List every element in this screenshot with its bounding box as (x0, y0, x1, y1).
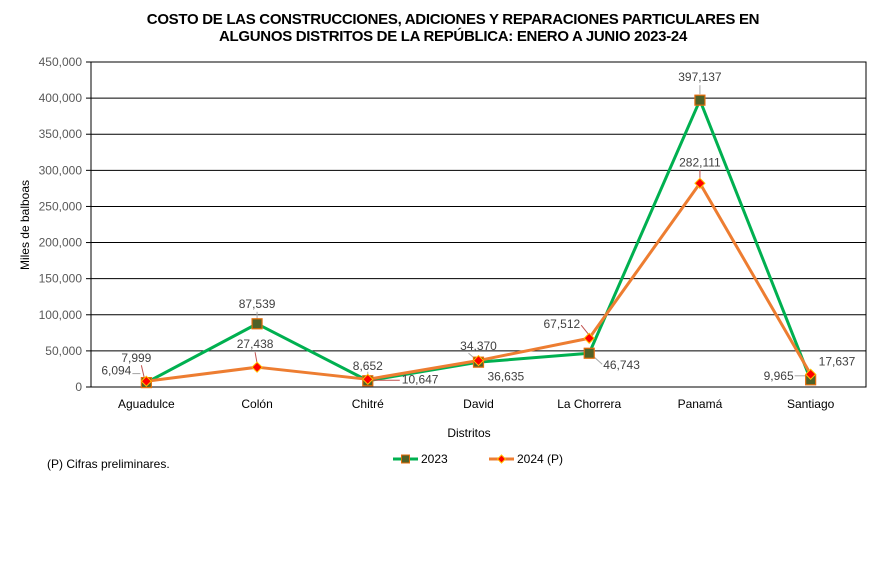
marker-2024-point (694, 177, 706, 189)
data-label-2023: 34,370 (460, 339, 497, 353)
label-leader-line (254, 352, 258, 364)
data-label-2024: 27,438 (237, 337, 274, 351)
chart-title-line-1: COSTO DE LAS CONSTRUCCIONES, ADICIONES Y… (146, 11, 760, 28)
legend: 2023 2024 (P) (393, 452, 563, 466)
y-tick-label: 400,000 (39, 91, 83, 105)
y-tick-label: 350,000 (39, 127, 83, 141)
marker-2023-point (251, 318, 263, 330)
legend-item-2023: 2023 (393, 452, 448, 466)
footnote: (P) Cifras preliminares. (47, 457, 170, 471)
x-tick-label: Colón (241, 397, 272, 411)
marker-2024-point (251, 361, 263, 373)
legend-diamond-marker-icon (496, 454, 507, 464)
y-tick-label: 0 (75, 380, 82, 394)
data-label-2024: 67,512 (544, 317, 581, 331)
data-label-2023: 8,652 (353, 359, 383, 373)
x-axis-title: Distritos (447, 426, 490, 440)
legend-label: 2024 (P) (517, 452, 563, 466)
data-labels: 6,094 87,539 8,652 34,370 46,743 397,137 9,965… (101, 70, 855, 386)
y-tick-label: 300,000 (39, 163, 83, 177)
legend-item-2024: 2024 (P) (489, 452, 563, 466)
marker-2024-point (140, 375, 153, 387)
x-tick-label: Santiago (787, 397, 835, 411)
series-markers (140, 94, 817, 389)
y-tick-label: 150,000 (39, 272, 83, 286)
label-leader-line (580, 324, 590, 336)
y-tick-label: 450,000 (39, 55, 83, 69)
gridlines (90, 61, 867, 388)
data-label-2024: 17,637 (819, 354, 856, 368)
x-tick-label: La Chorrera (557, 397, 621, 411)
data-label-2024: 7,999 (121, 351, 151, 365)
label-leader-line (140, 365, 145, 379)
data-label-2024: 282,111 (679, 155, 721, 169)
y-tick-label: 100,000 (39, 308, 83, 322)
x-axis: Aguadulce Colón Chitré David La Chorrera Pana… (118, 397, 835, 411)
data-label-2023: 6,094 (101, 364, 131, 378)
y-axis-title: Miles de balboas (18, 180, 32, 270)
x-tick-label: David (463, 397, 494, 411)
chart-title-line-2: ALGUNOS DISTRITOS DE LA REPÚBLICA: ENERO… (219, 28, 687, 45)
x-tick-label: Aguadulce (118, 397, 175, 411)
y-tick-label: 50,000 (45, 344, 82, 358)
marker-2024-point (583, 332, 595, 344)
marker-2024-point (362, 373, 374, 386)
marker-2024-point (804, 368, 817, 380)
data-label-2023: 46,743 (603, 358, 640, 372)
legend-square-marker-icon (401, 454, 410, 464)
legend-label: 2023 (421, 452, 448, 466)
plot-area-border (90, 61, 867, 388)
marker-2023-point (583, 347, 595, 359)
marker-2024-point (472, 354, 485, 367)
x-tick-label: Panamá (678, 397, 723, 411)
y-axis: 0 50,000 100,000 150,000 200,000 250,000 300,0… (39, 55, 91, 394)
y-tick-label: 250,000 (39, 199, 83, 213)
data-label-2023: 9,965 (764, 369, 794, 383)
chart-title: COSTO DE LAS CONSTRUCCIONES, ADICIONES Y… (0, 11, 880, 45)
marker-2023-point (694, 94, 706, 106)
data-label-2023: 87,539 (239, 297, 276, 311)
data-label-2024: 10,647 (402, 372, 439, 386)
data-label-2023: 397,137 (678, 70, 722, 84)
x-tick-label: Chitré (352, 397, 384, 411)
y-tick-label: 200,000 (39, 236, 83, 250)
data-label-2024: 36,635 (488, 370, 525, 384)
